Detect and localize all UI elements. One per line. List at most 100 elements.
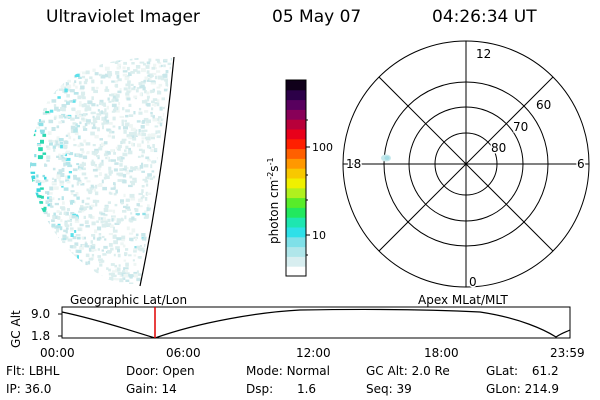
emission-speckle (130, 71, 135, 74)
emission-speckle (65, 179, 70, 182)
emission-speckle (48, 139, 53, 142)
emission-speckle (136, 203, 140, 207)
emission-speckle (121, 235, 126, 240)
colorbar-cell (286, 168, 306, 179)
emission-speckle (165, 83, 168, 87)
emission-speckle (45, 58, 50, 61)
emission-speckle (109, 122, 113, 125)
emission-speckle (142, 119, 146, 124)
emission-speckle (104, 238, 107, 241)
info-gain: Gain: 14 (126, 382, 177, 396)
emission-speckle (104, 150, 109, 154)
emission-speckle (82, 75, 86, 79)
emission-speckle (94, 280, 97, 284)
emission-speckle (113, 183, 116, 188)
emission-speckle (90, 122, 96, 125)
emission-speckle (102, 219, 107, 223)
emission-speckle (167, 172, 172, 175)
emission-speckle (93, 269, 99, 274)
emission-speckle (36, 71, 39, 74)
emission-speckle (163, 64, 166, 68)
x-label-1200: 12:00 (296, 346, 331, 360)
emission-speckle (117, 90, 122, 94)
emission-speckle (160, 118, 163, 122)
emission-speckle (34, 154, 37, 158)
emission-speckle (69, 278, 75, 282)
emission-speckle (33, 272, 36, 276)
emission-speckle (152, 236, 155, 241)
emission-speckle (113, 240, 118, 245)
emission-speckle (30, 79, 33, 83)
emission-speckle (32, 265, 37, 269)
emission-speckle (81, 199, 85, 204)
emission-speckle (140, 84, 145, 89)
emission-speckle (102, 235, 105, 239)
emission-speckle (81, 236, 84, 239)
emission-speckle (77, 144, 81, 148)
emission-speckle (96, 116, 100, 120)
emission-speckle (55, 228, 59, 233)
emission-speckle (164, 191, 170, 196)
emission-speckle (63, 64, 67, 67)
emission-speckle (122, 277, 126, 280)
emission-speckle (46, 213, 50, 217)
emission-speckle (52, 87, 57, 92)
emission-speckle (82, 118, 88, 122)
emission-speckle (112, 235, 117, 239)
emission-speckle (132, 138, 137, 141)
emission-speckle (156, 135, 161, 139)
emission-speckle (173, 281, 176, 285)
emission-speckle (93, 118, 97, 121)
emission-speckle (58, 144, 61, 148)
emission-speckle (151, 201, 156, 204)
emission-speckle (158, 116, 162, 119)
emission-speckle (49, 109, 54, 113)
emission-speckle (79, 121, 82, 125)
emission-speckle (132, 177, 137, 181)
emission-speckle (59, 67, 63, 70)
emission-speckle (95, 86, 99, 89)
colorbar-cell (286, 99, 306, 110)
emission-speckle (30, 200, 34, 205)
emission-speckle (30, 107, 32, 112)
emission-speckle (166, 246, 171, 250)
emission-speckle (80, 66, 85, 69)
emission-speckle (107, 286, 112, 288)
emission-speckle (119, 158, 124, 163)
colorbar-cell (286, 227, 306, 238)
emission-speckle (73, 92, 79, 95)
emission-speckle (85, 70, 90, 75)
emission-speckle (152, 116, 155, 119)
emission-speckle (44, 257, 48, 261)
emission-speckle (78, 60, 83, 64)
emission-speckle (91, 86, 95, 91)
emission-speckle (133, 95, 138, 99)
emission-speckle (121, 201, 124, 204)
emission-speckle (108, 75, 111, 79)
emission-speckle (81, 172, 87, 176)
info-glon: GLon: 214.9 (486, 382, 559, 396)
emission-speckle (161, 97, 165, 101)
emission-speckle (66, 115, 71, 119)
emission-speckle (171, 282, 172, 285)
emission-speckle (90, 245, 96, 249)
emission-speckle (71, 107, 76, 112)
emission-speckle (142, 195, 145, 199)
emission-speckle (163, 203, 166, 208)
emission-speckle (80, 91, 86, 96)
emission-speckle (49, 246, 55, 250)
emission-speckle (56, 283, 62, 285)
emission-speckle (160, 249, 165, 253)
emission-speckle (33, 283, 36, 285)
emission-speckle (33, 229, 37, 232)
emission-speckle (30, 77, 36, 81)
emission-speckle (156, 99, 160, 103)
emission-speckle (61, 185, 64, 188)
emission-speckle (92, 272, 96, 276)
emission-speckle (72, 281, 76, 285)
emission-speckle (94, 134, 99, 139)
emission-speckle (52, 197, 55, 200)
emission-speckle (49, 91, 53, 95)
emission-speckle (46, 145, 49, 148)
